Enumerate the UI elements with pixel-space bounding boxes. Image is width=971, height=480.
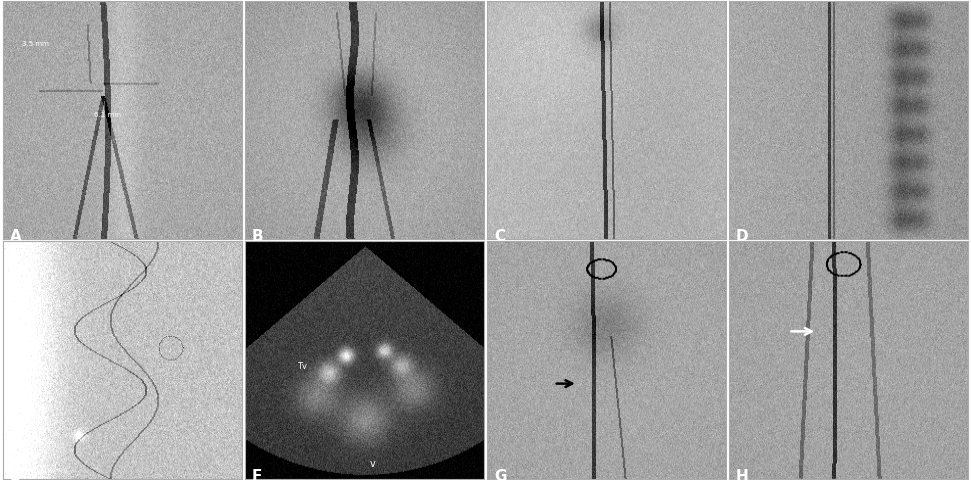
Text: Tv: Tv (297, 362, 308, 372)
Text: 6.1 mm: 6.1 mm (94, 112, 121, 119)
Text: v: v (369, 459, 375, 469)
Text: G: G (494, 469, 507, 480)
Text: H: H (736, 469, 749, 480)
Text: 3.5 mm: 3.5 mm (22, 41, 49, 47)
Text: F: F (252, 469, 262, 480)
Text: D: D (736, 229, 749, 244)
Text: B: B (252, 229, 263, 244)
Text: A: A (10, 229, 22, 244)
Text: C: C (494, 229, 505, 244)
Text: E: E (10, 469, 20, 480)
